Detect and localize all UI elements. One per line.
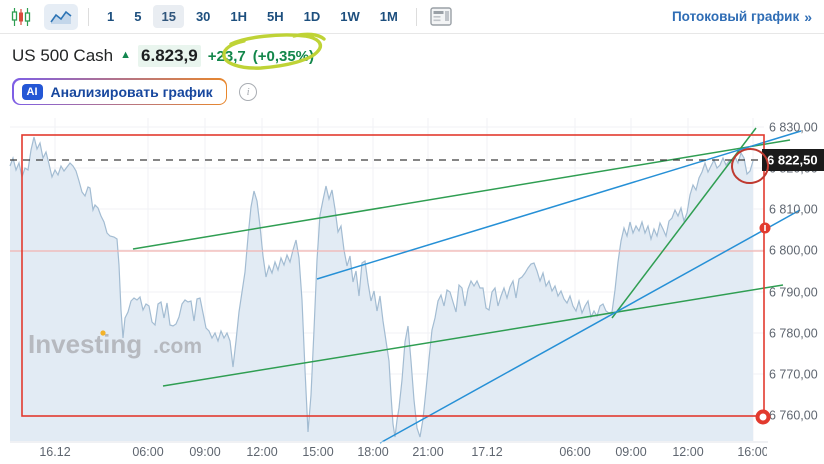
price-change: +23,7 — [207, 47, 246, 65]
y-axis-label: 6 800,00 — [769, 244, 818, 258]
x-axis-label: 09:00 — [189, 445, 220, 459]
timeframe-group: 1 5 15 30 1H 5H 1D 1W 1M — [99, 5, 406, 28]
x-axis-label: 21:00 — [412, 445, 443, 459]
current-price-tag — [762, 149, 824, 171]
line-chart-type-button[interactable] — [44, 3, 78, 30]
chart-toolbar: 1 5 15 30 1H 5H 1D 1W 1M Потоковый график » — [0, 0, 824, 34]
ai-analyze-button[interactable]: AI Анализировать график — [13, 79, 226, 104]
y-axis-label: 6 810,00 — [769, 203, 818, 217]
x-axis-label: 12:00 — [246, 445, 277, 459]
timeframe-button-1w[interactable]: 1W — [332, 5, 368, 28]
x-axis-label: 06:00 — [559, 445, 590, 459]
x-axis-label: 12:00 — [672, 445, 703, 459]
ai-badge-icon: AI — [21, 83, 43, 100]
ai-analyze-button-border: AI Анализировать график — [12, 78, 228, 105]
red-donut-marker[interactable] — [755, 409, 771, 425]
watermark-dot-icon — [100, 330, 106, 336]
current-price-tag-value: 6 822,50 — [767, 153, 818, 168]
price-area-fill — [10, 137, 753, 441]
timeframe-button-1d[interactable]: 1D — [296, 5, 329, 28]
timeframe-button-5h[interactable]: 5H — [259, 5, 292, 28]
timeframe-button-5[interactable]: 5 — [126, 5, 149, 28]
x-axis-labels: 16.12 06:00 09:00 12:00 15:00 18:00 21:00 17.12… — [39, 445, 768, 459]
trendline-blue-lower-trend[interactable] — [379, 209, 801, 444]
trendline-green-lower-channel[interactable] — [162, 284, 784, 387]
candlestick-chart-icon[interactable] — [8, 4, 34, 30]
line-chart-icon — [50, 10, 72, 24]
info-icon[interactable]: i — [239, 82, 258, 101]
instrument-header: US 500 Cash ▲ 6.823,9 +23,7 (+0,35%) AI … — [0, 34, 824, 105]
x-axis-label: 16:00 — [737, 445, 768, 459]
candlestick-glyph — [11, 7, 31, 26]
timeframe-button-1m[interactable]: 1M — [372, 5, 406, 28]
streaming-chart-label: Потоковый график — [671, 9, 800, 24]
red-pin-marker-glyph — [764, 225, 766, 231]
toolbar-divider — [88, 7, 89, 26]
instrument-title: US 500 Cash — [12, 46, 114, 65]
watermark-investing: Investing — [28, 329, 142, 359]
timeframe-button-30[interactable]: 30 — [188, 5, 218, 28]
last-price: 6.823,9 — [138, 45, 201, 67]
streaming-chart-link[interactable]: Потоковый график » — [672, 9, 812, 25]
y-axis-label: 6 790,00 — [769, 286, 818, 300]
x-axis-label: 09:00 — [615, 445, 646, 459]
quote-row: US 500 Cash ▲ 6.823,9 +23,7 (+0,35%) — [12, 42, 812, 70]
y-axis-label: 6 780,00 — [769, 327, 818, 341]
timeframe-button-15[interactable]: 15 — [153, 5, 184, 28]
price-change-percent: (+0,35%) — [252, 47, 315, 65]
ai-analyze-label: Анализировать график — [50, 83, 213, 100]
red-circle-annotation[interactable] — [730, 147, 770, 186]
y-axis-label: 6 760,00 — [769, 409, 818, 423]
y-axis-label: 6 830,00 — [769, 121, 818, 135]
toolbar-divider — [415, 7, 417, 26]
ai-analyze-row: AI Анализировать график i — [12, 78, 812, 105]
red-rectangle-annotation[interactable] — [21, 134, 765, 417]
price-line-series — [9, 136, 754, 438]
y-axis-label: 6 820,00 — [769, 162, 818, 176]
layout-panel-icon[interactable] — [427, 5, 455, 29]
timeframe-button-1h[interactable]: 1H — [222, 5, 255, 28]
y-axis-label: 6 770,00 — [769, 368, 818, 382]
trendline-blue-long-trend[interactable] — [316, 130, 802, 280]
x-axis-label: 15:00 — [302, 445, 333, 459]
trendline-green-upper-channel[interactable] — [132, 139, 791, 250]
x-axis-label: 06:00 — [132, 445, 163, 459]
price-up-arrow-icon: ▲ — [120, 49, 132, 61]
x-axis-label: 16.12 — [39, 445, 70, 459]
timeframe-button-1[interactable]: 1 — [99, 5, 122, 28]
watermark-tld: .com — [153, 335, 202, 358]
layout-glyph — [430, 7, 452, 26]
chevron-right-icon: » — [804, 8, 812, 25]
x-axis-label: 18:00 — [357, 445, 388, 459]
red-pin-marker[interactable] — [759, 222, 771, 234]
trendline-green-steep-support[interactable] — [611, 127, 757, 319]
x-axis-label: 17.12 — [471, 445, 502, 459]
